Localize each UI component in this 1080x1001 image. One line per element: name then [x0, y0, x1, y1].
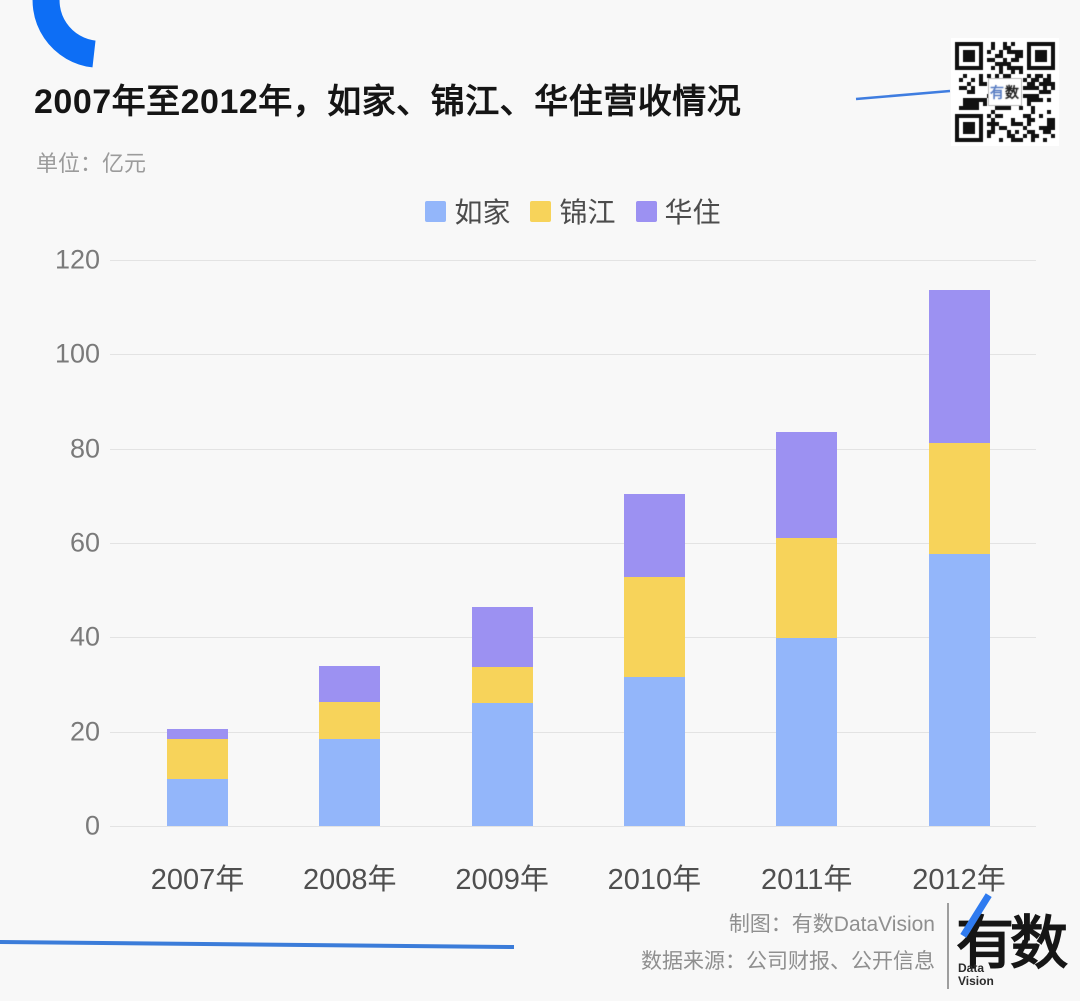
- bar-segment-如家: [776, 638, 838, 826]
- footer-accent-line: [0, 940, 515, 949]
- qr-code: [951, 38, 1059, 146]
- legend-swatch-icon: [635, 200, 657, 222]
- x-axis-label-2012年: 2012年: [912, 864, 1006, 896]
- y-axis-tick-80: 80: [69, 433, 100, 464]
- legend-item-锦江: 锦江: [530, 191, 616, 231]
- brand-logo-subtext: Data Vision: [958, 962, 994, 988]
- bar-segment-如家: [319, 738, 381, 826]
- unit-label: 单位：亿元: [36, 151, 147, 176]
- bar-segment-华住: [776, 431, 838, 538]
- legend-label: 锦江: [559, 197, 616, 228]
- credit-line: 制图：有数DataVision: [728, 913, 935, 936]
- legend-label: 如家: [454, 197, 511, 228]
- gridline-120: [110, 260, 1036, 261]
- bar-segment-锦江: [319, 701, 381, 739]
- bar-segment-锦江: [928, 443, 990, 554]
- bar-segment-如家: [623, 677, 685, 826]
- gridline-80: [110, 448, 1036, 450]
- y-axis-tick-20: 20: [69, 716, 100, 747]
- bar-segment-锦江: [623, 576, 685, 678]
- legend-label: 华住: [664, 197, 721, 228]
- legend-item-华住: 华住: [635, 191, 721, 231]
- legend-item-如家: 如家: [425, 191, 510, 231]
- legend-swatch-icon: [425, 200, 447, 222]
- bar-segment-华住: [928, 289, 990, 444]
- bar-segment-华住: [319, 665, 381, 702]
- gridline-60: [110, 543, 1036, 544]
- source-line: 数据来源：公司财报、公开信息: [641, 950, 935, 973]
- y-axis-tick-0: 0: [84, 810, 100, 841]
- x-axis-label-2008年: 2008年: [303, 864, 397, 896]
- title-pointer-line: [855, 89, 951, 101]
- brand-sub-line1: Data: [958, 961, 985, 975]
- x-axis-label-2009年: 2009年: [455, 864, 549, 896]
- bar-segment-华住: [471, 607, 533, 668]
- bar-segment-如家: [167, 778, 228, 826]
- brand-logo: 有数 Data Vision: [956, 890, 1068, 995]
- page-title: 2007年至2012年，如家、锦江、华住营收情况: [34, 83, 742, 121]
- bar-2011年: [776, 431, 838, 826]
- arc-logo-icon: [32, 0, 97, 68]
- chart-legend: 如家 锦江 华住: [110, 194, 1036, 228]
- gridline-20: [110, 731, 1036, 733]
- gridline-0: [110, 826, 1036, 827]
- y-axis-tick-100: 100: [54, 338, 100, 369]
- x-axis-label-2010年: 2010年: [607, 864, 702, 896]
- gridline-40: [110, 637, 1036, 639]
- credits-block: 制图：有数DataVision 数据来源：公司财报、公开信息: [641, 906, 935, 980]
- gridline-100: [110, 354, 1036, 356]
- bar-2007年: [167, 728, 228, 826]
- footer-divider: [947, 903, 949, 989]
- y-axis-tick-60: 60: [69, 527, 100, 558]
- bar-2012年: [928, 289, 990, 826]
- bar-2010年: [623, 493, 685, 826]
- x-axis-label-2011年: 2011年: [761, 864, 853, 896]
- bar-2008年: [319, 665, 381, 826]
- y-axis-tick-40: 40: [69, 621, 100, 652]
- bar-segment-如家: [471, 703, 533, 826]
- legend-swatch-icon: [530, 200, 552, 222]
- brand-sub-line2: Vision: [958, 974, 994, 988]
- bar-segment-锦江: [471, 667, 533, 704]
- bar-segment-锦江: [167, 738, 228, 779]
- bar-2009年: [471, 607, 533, 826]
- bar-segment-华住: [623, 493, 685, 577]
- bar-segment-如家: [928, 553, 990, 826]
- x-axis-label-2007年: 2007年: [150, 864, 245, 896]
- bar-segment-锦江: [776, 537, 838, 639]
- bar-segment-华住: [167, 728, 228, 739]
- y-axis-tick-120: 120: [54, 244, 100, 275]
